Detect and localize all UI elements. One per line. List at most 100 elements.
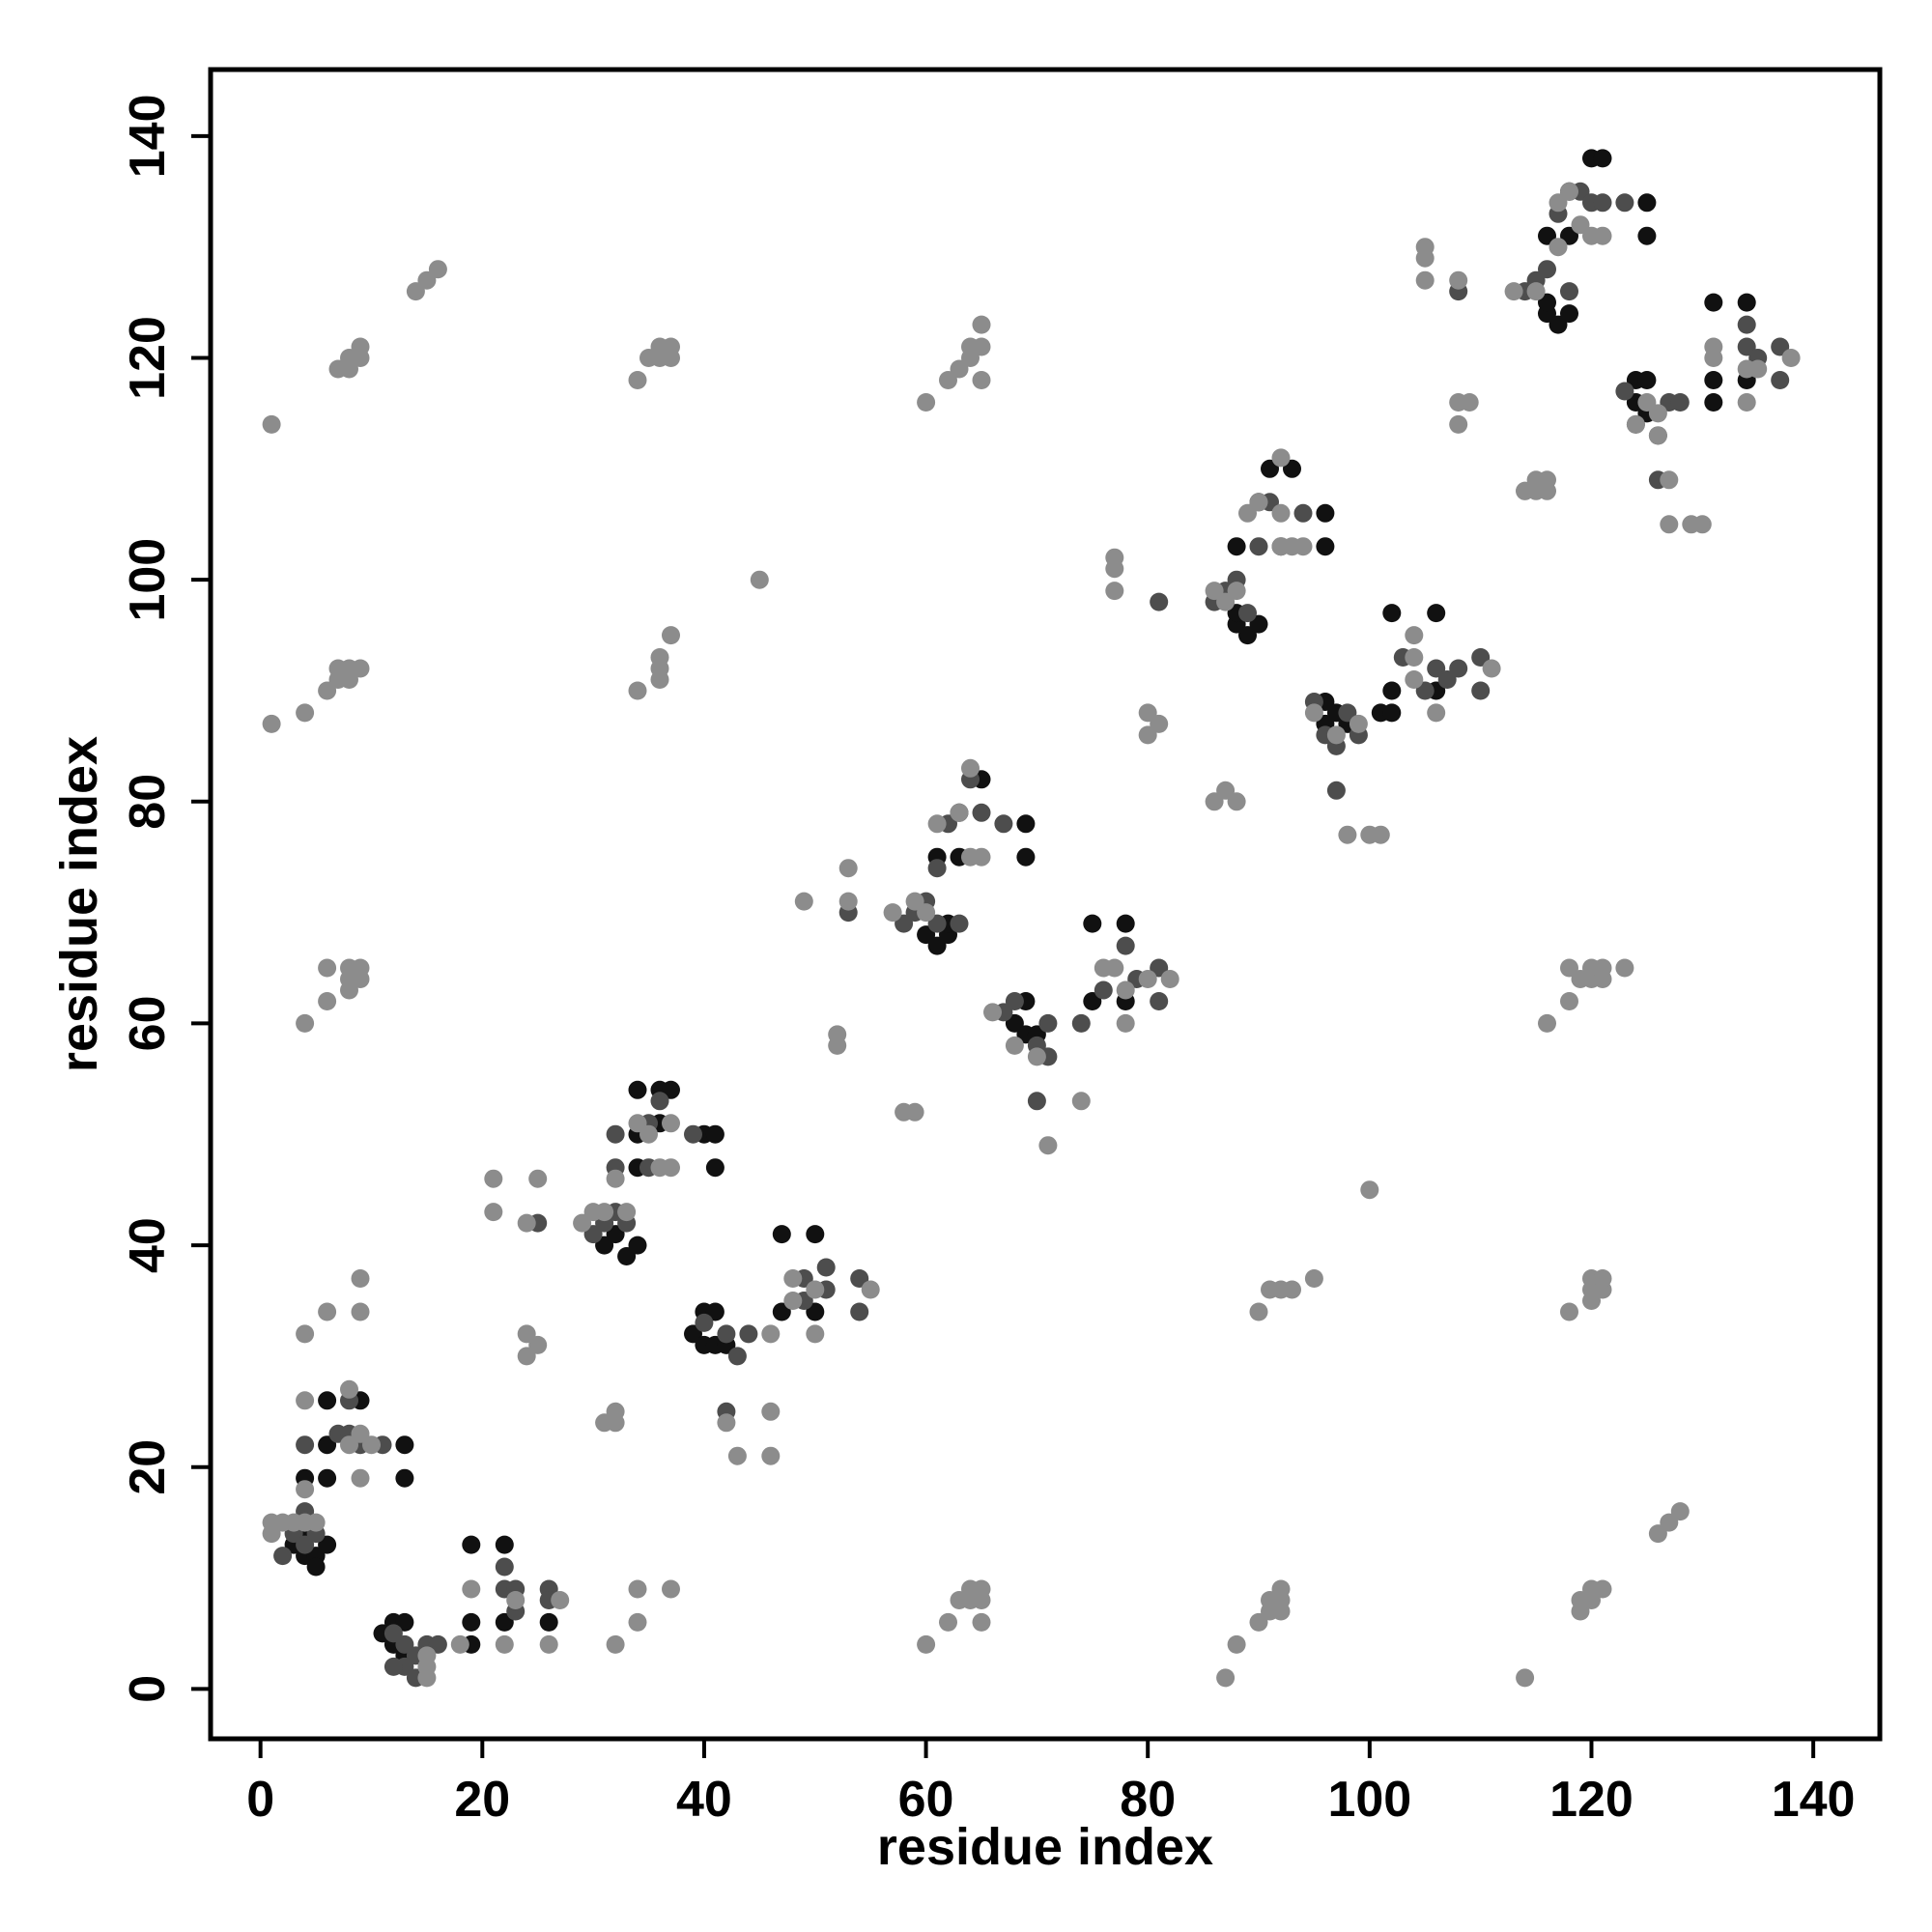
data-point-light [1548, 238, 1568, 257]
data-point-mid [606, 1124, 625, 1144]
data-point-light [517, 1324, 536, 1344]
data-point-light [450, 1634, 469, 1654]
data-point-light [595, 1203, 614, 1222]
data-point-light [1538, 470, 1556, 490]
data-point-dark [628, 1236, 647, 1255]
data-point-light [1560, 992, 1578, 1010]
data-point-light [262, 1524, 281, 1544]
data-point-mid [296, 1435, 315, 1455]
data-point-light [551, 1591, 570, 1609]
data-point-light [1138, 703, 1157, 723]
data-point-light [662, 626, 680, 645]
data-point-light [1238, 503, 1257, 523]
data-point-dark [1116, 914, 1135, 933]
data-point-mid [684, 1124, 702, 1144]
data-point-mid [994, 814, 1013, 834]
data-point-light [1227, 792, 1246, 811]
data-point-light [1427, 703, 1446, 723]
data-point-mid [727, 1347, 747, 1366]
data-point-mid [1593, 193, 1612, 213]
data-point-dark [1005, 1013, 1024, 1033]
data-point-mid [1427, 659, 1446, 678]
data-point-light [351, 659, 370, 678]
data-point-light [1593, 1579, 1612, 1599]
data-point-dark [1704, 293, 1723, 312]
data-point-dark [595, 1236, 614, 1255]
data-point-mid [1116, 936, 1135, 955]
data-point-light [1692, 515, 1712, 534]
data-point-light [1360, 1180, 1379, 1200]
x-tick-label: 0 [246, 1772, 274, 1828]
data-point-mid [1615, 193, 1634, 213]
data-point-mid [1538, 260, 1556, 279]
data-point-light [340, 1379, 358, 1399]
data-point-dark [1637, 193, 1657, 213]
data-point-light [506, 1591, 526, 1609]
data-point-light [1249, 493, 1268, 512]
data-point-light [1304, 703, 1323, 723]
data-point-light [1116, 980, 1135, 1000]
data-point-light [761, 1324, 781, 1344]
data-point-dark [1316, 537, 1335, 556]
data-point-light [1105, 582, 1124, 601]
data-point-dark [318, 1468, 337, 1488]
points-layer [262, 149, 1801, 1688]
data-point-light [1338, 825, 1357, 844]
data-point-light [950, 803, 969, 822]
data-point-dark [1238, 626, 1257, 645]
y-tick-label: 100 [120, 538, 176, 622]
data-point-dark [1382, 604, 1402, 623]
x-tick-label: 120 [1549, 1772, 1634, 1828]
data-point-light [351, 958, 370, 978]
data-point-light [1615, 958, 1634, 978]
data-point-light [1660, 470, 1679, 490]
data-point-light [1415, 248, 1435, 268]
data-point-light [917, 903, 936, 923]
data-point-dark [1704, 393, 1723, 412]
data-point-mid [695, 1313, 714, 1332]
data-point-mid [296, 1535, 315, 1554]
data-point-mid [1449, 659, 1468, 678]
data-point-light [628, 1579, 647, 1599]
y-tick-label: 20 [120, 1439, 176, 1495]
data-point-light [1660, 1513, 1679, 1532]
data-point-light [1216, 781, 1236, 800]
data-point-light [927, 814, 947, 834]
data-point-light [939, 371, 957, 389]
data-point-light [761, 1402, 781, 1421]
data-point-light [883, 903, 902, 923]
data-point-light [296, 703, 315, 723]
data-point-dark [1083, 914, 1102, 933]
data-point-mid [1150, 958, 1169, 978]
data-point-mid [583, 1225, 603, 1244]
data-point-light [517, 1347, 536, 1366]
data-point-mid [1560, 282, 1578, 301]
data-point-mid [850, 1302, 869, 1321]
data-point-mid [1038, 1013, 1058, 1033]
data-point-dark [1637, 371, 1657, 389]
data-point-light [1526, 282, 1546, 301]
data-point-mid [1150, 592, 1169, 611]
data-point-dark [395, 1468, 414, 1488]
data-point-mid [273, 1547, 293, 1566]
y-tick-label: 140 [120, 95, 176, 179]
y-tick-label: 60 [120, 996, 176, 1052]
data-point-light [1593, 958, 1612, 978]
data-point-mid [1615, 382, 1634, 401]
data-point-light [1504, 282, 1523, 301]
data-point-light [1227, 582, 1246, 601]
data-point-light [1781, 349, 1801, 367]
data-point-light [262, 714, 281, 733]
data-point-mid [1437, 670, 1457, 689]
data-point-dark [806, 1302, 825, 1321]
data-point-light [961, 758, 980, 778]
data-point-dark [462, 1612, 481, 1632]
data-point-dark [1560, 226, 1578, 245]
data-point-light [606, 1169, 625, 1188]
data-point-light [484, 1203, 503, 1222]
data-point-light [351, 1468, 370, 1488]
data-point-mid [1471, 681, 1491, 700]
data-point-light [905, 892, 924, 911]
data-point-light [1405, 648, 1424, 667]
